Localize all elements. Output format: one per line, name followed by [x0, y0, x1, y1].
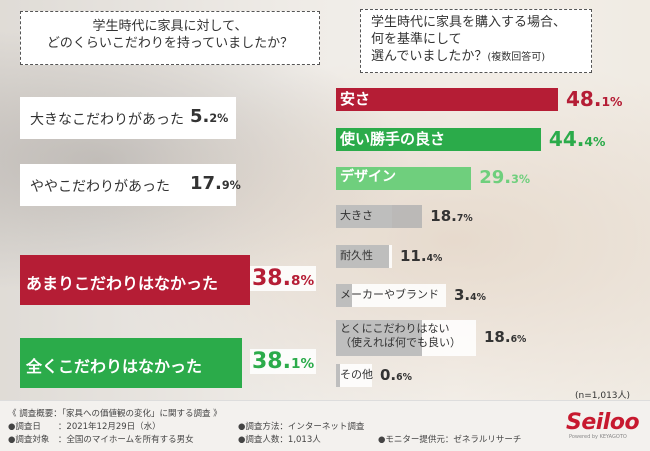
right-bar-5	[336, 284, 352, 307]
seiloo-logo-sub: Powered by KEYAGOTO	[569, 434, 627, 440]
right-label-background-5	[336, 284, 446, 307]
left-value-label-0: 5.2%	[190, 106, 228, 127]
right-bar-2	[336, 167, 472, 190]
right-value-int-0: 48.	[566, 86, 602, 111]
right-value-int-7: 0.	[380, 365, 397, 384]
left-question-box: 学生時代に家具に対して、 どのくらいこだわりを持っていましたか？	[20, 11, 320, 65]
left-value-dec-3: 1%	[290, 355, 315, 372]
left-category-label-0: 大きなこだわりがあった	[30, 111, 184, 128]
right-value-dec-4: 4%	[426, 252, 443, 264]
right-category-text-4: 耐久性	[340, 249, 373, 263]
right-question-line-2: 何を基準にして	[371, 32, 462, 47]
right-value-int-2: 29.	[479, 166, 512, 188]
right-value-int-6: 18.	[484, 328, 511, 347]
footer: 《 調査概要：「家具への価値観の変化」に関する調査 》 ●調査日 ：2021年1…	[0, 400, 650, 451]
right-category-label-4: 耐久性	[340, 249, 373, 263]
right-value-label-7: 0.6%	[380, 366, 412, 384]
left-value-dec-1: 9%	[221, 179, 241, 193]
left-bar-0	[20, 97, 236, 139]
right-value-dec-6: 6%	[510, 334, 527, 346]
footer-date: ●調査日 ：2021年12月29日（水）	[8, 422, 161, 432]
right-category-label-3: 大きさ	[340, 209, 373, 223]
right-bar-7	[336, 364, 340, 387]
right-value-dec-3: 7%	[456, 212, 473, 224]
right-value-dec-1: 4%	[584, 133, 606, 149]
right-category-text-2: デザイン	[340, 169, 396, 186]
left-value-int-3: 38.	[252, 348, 291, 374]
right-question-box: 学生時代に家具を購入する場合、 何を基準にして 選んでいましたか？(複数回答可)	[360, 9, 592, 73]
right-bar-0	[336, 88, 558, 111]
right-value-int-3: 18.	[430, 206, 457, 225]
right-category-text-7: その他	[340, 368, 373, 382]
right-category-label-6: とくにこだわりはない （使えれば何でも良い）	[340, 322, 461, 350]
right-value-label-1: 44.4%	[549, 127, 605, 151]
footer-overview: 《 調査概要：「家具への価値観の変化」に関する調査 》	[8, 409, 222, 419]
right-value-label-6: 18.6%	[484, 328, 526, 346]
right-value-label-5: 3.4%	[454, 286, 486, 304]
left-value-int-1: 17.	[190, 173, 222, 195]
left-bar-1	[20, 164, 236, 206]
footer-provider: ●モニター提供元：ゼネラルリサーチ	[378, 435, 522, 445]
right-category-text-3: 大きさ	[340, 209, 373, 223]
right-category-text-6: とくにこだわりはない	[340, 322, 450, 335]
left-value-label-2: 38.8%	[250, 265, 317, 291]
left-bar-3	[20, 338, 242, 388]
left-value-int-0: 5.	[190, 106, 210, 128]
right-bar-1	[336, 128, 541, 151]
right-label-background-7	[336, 364, 372, 387]
footer-method: ●調査方法：インターネット調査	[238, 422, 365, 432]
right-category-label-0: 安さ	[340, 90, 370, 108]
right-value-int-5: 3.	[454, 285, 471, 304]
right-value-dec-2: 3%	[511, 172, 531, 186]
right-value-label-3: 18.7%	[430, 207, 472, 225]
left-value-label-1: 17.9%	[190, 173, 241, 194]
left-category-label-3: 全くこだわりはなかった	[26, 356, 203, 376]
left-category-label-1: ややこだわりがあった	[30, 178, 170, 195]
right-category-label-5: メーカーやブランド	[340, 288, 439, 302]
seiloo-logo: Seiloo	[566, 410, 640, 435]
left-value-dec-2: 8%	[290, 272, 315, 289]
right-question-line-1: 学生時代に家具を購入する場合、	[371, 15, 567, 30]
right-category-label-1: 使い勝手の良さ	[340, 130, 445, 148]
right-value-dec-7: 6%	[396, 371, 412, 383]
footer-target: ●調査対象 ：全国のマイホームを所有する男女	[8, 435, 194, 445]
right-question-note: (複数回答可)	[487, 52, 546, 63]
right-value-int-1: 44.	[548, 126, 585, 151]
right-category-text-5: メーカーやブランド	[340, 288, 439, 302]
right-category-sublabel-6: （使えれば何でも良い）	[340, 336, 461, 349]
right-value-label-2: 29.3%	[479, 167, 530, 188]
left-value-int-2: 38.	[252, 265, 291, 291]
right-value-dec-5: 4%	[470, 291, 486, 303]
left-question-line-1: 学生時代に家具に対して、	[92, 19, 248, 34]
left-bar-2	[20, 255, 250, 305]
right-category-label-2: デザイン	[340, 169, 396, 186]
left-question-line-2: どのくらいこだわりを持っていましたか？	[46, 36, 294, 51]
right-value-dec-0: 1%	[601, 93, 623, 109]
left-value-label-3: 38.1%	[250, 348, 317, 374]
right-question-line-3-text: 選んでいましたか？	[371, 49, 488, 64]
left-category-label-2: あまりこだわりはなかった	[26, 273, 219, 293]
right-value-int-4: 11.	[400, 246, 427, 265]
right-value-label-4: 11.4%	[400, 247, 442, 265]
right-bar-4	[336, 245, 389, 268]
right-category-text-1: 使い勝手の良さ	[340, 129, 446, 148]
right-bar-6	[336, 320, 422, 356]
right-bar-3	[336, 205, 423, 228]
right-category-label-7: その他	[340, 368, 373, 382]
right-value-label-0: 48.1%	[566, 87, 622, 111]
sample-size-note: (n=1,013人)	[575, 391, 631, 401]
right-category-text-0: 安さ	[340, 89, 371, 108]
footer-count: ●調査人数：1,013人	[238, 435, 321, 445]
right-question-line-3: 選んでいましたか？(複数回答可)	[371, 48, 581, 66]
left-value-dec-0: 2%	[209, 112, 229, 126]
